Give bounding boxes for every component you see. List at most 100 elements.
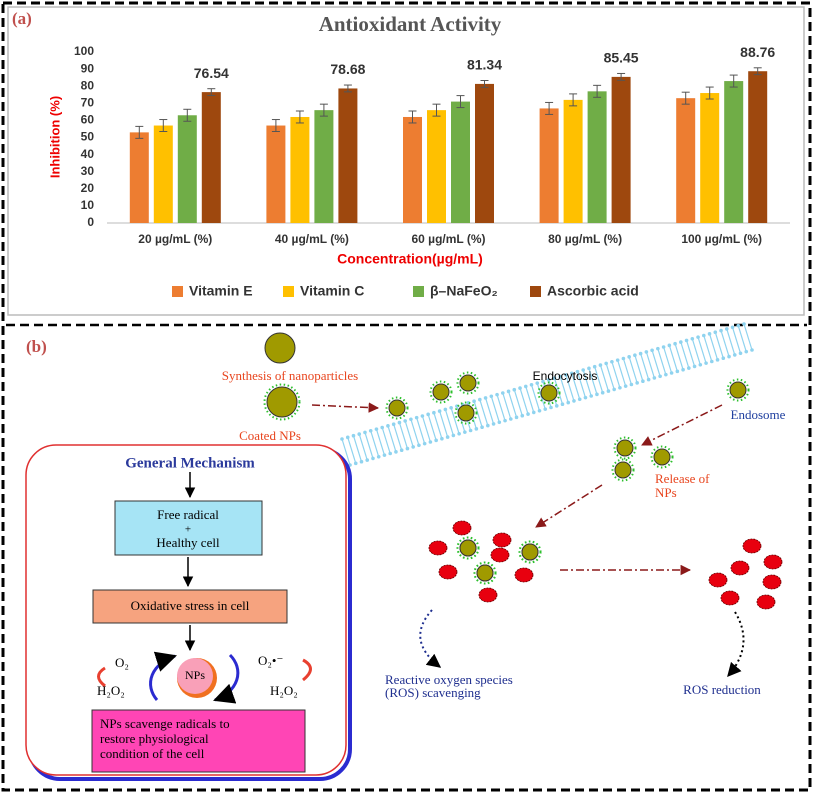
error-bar	[319, 103, 328, 117]
label: Synthesis of nanoparticles	[222, 368, 358, 383]
ros	[756, 594, 776, 610]
membrane-head	[541, 379, 545, 384]
membrane-tail	[439, 410, 449, 438]
nanoparticle	[614, 461, 632, 479]
nanoparticle	[457, 404, 475, 422]
box	[114, 500, 263, 556]
bar	[676, 98, 696, 223]
membrane-head	[503, 418, 507, 423]
membrane-head	[405, 446, 410, 451]
membrane-head	[592, 364, 597, 369]
membrane-head	[627, 355, 631, 359]
membrane-tail	[364, 432, 374, 459]
membrane-head	[583, 395, 588, 400]
nanoparticle	[540, 384, 558, 402]
membrane-head	[520, 413, 525, 418]
y-tick-label: 10	[81, 198, 95, 212]
membrane-tail	[582, 369, 592, 397]
membrane-head	[621, 356, 626, 361]
data-label: 85.45	[604, 50, 639, 66]
membrane-head	[483, 396, 488, 400]
data-label: 76.54	[194, 65, 229, 81]
error-bar	[753, 67, 762, 76]
y-tick-label: 90	[81, 61, 95, 75]
membrane-head	[721, 356, 726, 361]
membrane-tail	[714, 332, 724, 359]
membrane-head	[523, 384, 528, 389]
panel-label: (b)	[26, 337, 47, 356]
error-bar	[480, 79, 489, 88]
membrane-head	[394, 450, 398, 454]
membrane-head	[376, 454, 381, 459]
error-bar	[183, 108, 192, 122]
membrane-head	[543, 407, 548, 411]
legend-swatch	[413, 286, 424, 297]
coating	[473, 561, 497, 585]
membrane-head	[537, 408, 542, 413]
membrane-tail	[404, 420, 414, 448]
membrane-tail	[444, 409, 454, 436]
membrane-head	[417, 443, 421, 448]
membrane-head	[604, 361, 608, 366]
membrane-head	[641, 379, 645, 384]
membrane-tail	[622, 358, 632, 385]
box	[92, 589, 288, 624]
arrow	[311, 402, 380, 413]
x-tick-label: 40 µg/mL (%)	[275, 232, 349, 246]
membrane-head	[382, 453, 387, 457]
label: (ROS) scavenging	[385, 685, 481, 700]
membrane-tail	[743, 323, 753, 351]
coating	[611, 458, 635, 482]
membrane-head	[652, 376, 657, 380]
nanoparticle	[459, 539, 477, 557]
ros	[742, 538, 762, 554]
nanoparticle	[476, 564, 494, 582]
membrane-tail	[421, 415, 431, 443]
x-axis-label: Concentration(µg/mL)	[337, 251, 483, 267]
membrane-head	[554, 404, 559, 408]
bar	[724, 81, 744, 223]
error-bar	[207, 88, 216, 97]
membrane-head	[512, 387, 517, 392]
membrane-tail	[484, 397, 495, 425]
membrane-tail	[381, 427, 391, 454]
nanoparticle	[729, 381, 747, 399]
ros	[492, 532, 512, 548]
membrane-head	[696, 335, 700, 339]
membrane-head	[388, 451, 393, 456]
membrane-tail	[502, 392, 512, 420]
coating	[454, 401, 478, 425]
membrane-head	[440, 436, 444, 441]
label: Coated NPs	[239, 428, 301, 443]
coating	[263, 383, 301, 421]
bar	[177, 115, 197, 223]
membrane-head	[380, 425, 385, 430]
membrane-head	[702, 333, 706, 338]
membrane-head	[497, 420, 502, 425]
membrane-tail	[634, 355, 644, 382]
membrane-head	[727, 354, 731, 359]
membrane-head	[629, 382, 634, 387]
membrane-tail	[571, 373, 581, 400]
panel-label: (a)	[12, 9, 32, 28]
np-core	[177, 658, 213, 694]
membrane-tail	[663, 346, 673, 374]
membrane-head	[566, 400, 571, 405]
bar	[266, 125, 286, 223]
bar	[587, 91, 607, 223]
membrane-head	[445, 435, 450, 439]
membrane-head	[443, 407, 448, 412]
ros	[490, 547, 510, 563]
membrane-tail	[490, 396, 500, 423]
membrane-head	[437, 409, 442, 413]
membrane-head	[526, 412, 530, 416]
coating	[429, 380, 453, 404]
coating	[537, 381, 561, 405]
membrane-head	[351, 433, 356, 438]
membrane-head	[463, 430, 467, 434]
ros	[478, 587, 498, 603]
membrane-head	[531, 410, 536, 415]
membrane-head	[386, 424, 390, 428]
error-bar	[705, 86, 714, 100]
